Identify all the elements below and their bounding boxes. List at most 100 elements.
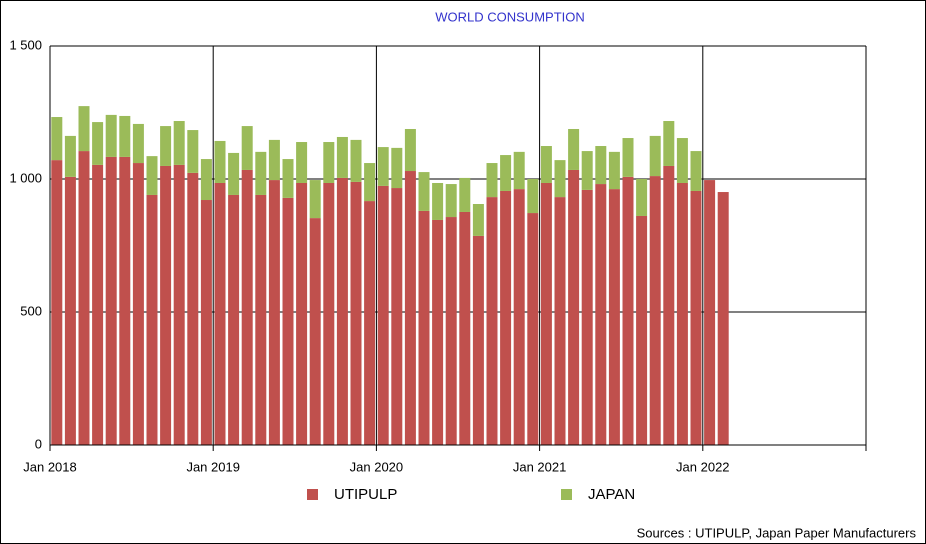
- bar: [676, 182, 688, 446]
- bar: [268, 139, 280, 181]
- x-tick-label: Jan 2019: [186, 459, 240, 474]
- bar: [391, 147, 403, 189]
- bar: [364, 201, 376, 445]
- legend-label: JAPAN: [588, 486, 635, 503]
- bar: [649, 176, 661, 445]
- bar: [323, 182, 335, 446]
- bar: [255, 151, 267, 195]
- bar: [404, 171, 416, 445]
- bar: [51, 160, 63, 445]
- bar: [500, 155, 512, 191]
- y-tick-label: 1 500: [9, 37, 42, 52]
- bar: [78, 106, 90, 152]
- bar: [160, 126, 172, 166]
- bar: [608, 189, 620, 445]
- bar: [228, 152, 240, 195]
- bar: [350, 181, 362, 445]
- bar: [214, 182, 226, 446]
- bar: [404, 128, 416, 172]
- bar: [554, 197, 566, 445]
- bar: [146, 194, 158, 445]
- bar: [636, 215, 648, 445]
- bar: [432, 182, 444, 220]
- bar: [472, 204, 484, 236]
- bar: [377, 185, 389, 445]
- legend-label: UTIPULP: [334, 486, 397, 503]
- bar: [595, 146, 607, 185]
- bar: [173, 164, 185, 446]
- bar: [78, 151, 90, 445]
- bar: [527, 179, 539, 214]
- bar: [64, 135, 76, 177]
- y-tick-label: 500: [20, 303, 42, 318]
- bar: [364, 163, 376, 202]
- bar: [336, 136, 348, 178]
- x-tick-label: Jan 2021: [513, 459, 567, 474]
- bar: [717, 192, 729, 445]
- bar: [241, 169, 253, 445]
- chart-title: WORLD CONSUMPTION: [435, 9, 585, 24]
- bar: [540, 182, 552, 446]
- bar: [336, 177, 348, 445]
- bar: [296, 142, 308, 183]
- bar: [663, 165, 675, 445]
- bar: [187, 130, 199, 173]
- bar: [132, 163, 144, 446]
- bar: [472, 235, 484, 445]
- bar: [200, 159, 212, 201]
- bar: [486, 197, 498, 445]
- bar: [649, 135, 661, 177]
- bar: [268, 180, 280, 445]
- bar: [690, 151, 702, 191]
- bar: [581, 151, 593, 190]
- bar: [459, 211, 471, 445]
- bar: [690, 190, 702, 445]
- bar: [608, 151, 620, 190]
- bar: [282, 159, 294, 198]
- bar: [92, 122, 104, 165]
- bar: [119, 115, 131, 157]
- bar: [527, 213, 539, 445]
- bar: [200, 200, 212, 445]
- bar: [105, 114, 117, 157]
- bar: [309, 218, 321, 445]
- bar: [160, 165, 172, 445]
- bar: [568, 169, 580, 445]
- x-tick-label: Jan 2022: [676, 459, 730, 474]
- x-tick-label: Jan 2020: [350, 459, 404, 474]
- bar: [676, 138, 688, 183]
- bar: [350, 139, 362, 182]
- bar: [119, 156, 131, 445]
- bar: [309, 180, 321, 219]
- bar: [187, 172, 199, 445]
- bar: [500, 190, 512, 445]
- bar: [105, 156, 117, 445]
- bar: [663, 121, 675, 166]
- bar: [432, 219, 444, 445]
- bar: [568, 128, 580, 170]
- bar: [636, 179, 648, 216]
- bar: [51, 117, 63, 161]
- bar: [64, 176, 76, 445]
- x-tick-label: Jan 2018: [23, 459, 77, 474]
- source-note: Sources : UTIPULP, Japan Paper Manufactu…: [637, 525, 917, 540]
- bar: [595, 184, 607, 445]
- bar: [445, 184, 457, 218]
- bar: [391, 188, 403, 445]
- y-tick-label: 1 000: [9, 170, 42, 185]
- bar: [241, 126, 253, 170]
- bar: [92, 164, 104, 446]
- bar: [622, 176, 634, 445]
- bar: [132, 123, 144, 164]
- bar: [445, 217, 457, 445]
- bar: [486, 163, 498, 198]
- bar: [296, 182, 308, 446]
- bar: [214, 140, 226, 183]
- bar: [173, 121, 185, 165]
- bar: [282, 197, 294, 445]
- bar: [554, 160, 566, 198]
- bar: [323, 142, 335, 183]
- bar: [377, 147, 389, 186]
- bar: [540, 146, 552, 183]
